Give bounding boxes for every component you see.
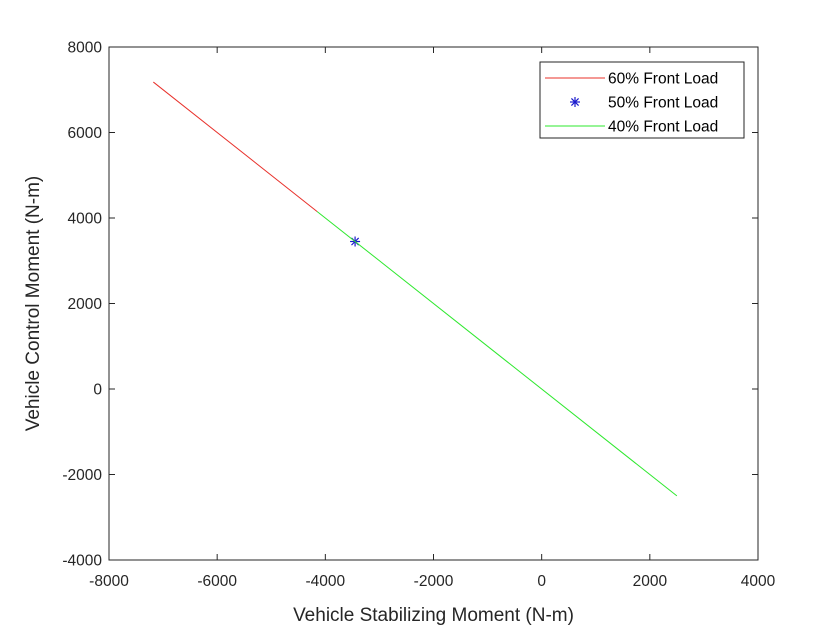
- legend-item-50-front-load: 50% Front Load: [570, 95, 718, 112]
- series-60-front-load-line: [153, 81, 318, 212]
- legend-item-40-front-load: 40% Front Load: [545, 119, 718, 136]
- legend-label: 60% Front Load: [608, 71, 718, 88]
- legend: 60% Front Load 50% Front Load 40% Front Lo…: [539, 61, 745, 139]
- legend-label: 50% Front Load: [608, 95, 718, 112]
- y-tick-label: 0: [93, 382, 102, 399]
- y-axis-label: Vehicle Control Moment (N-m): [23, 176, 44, 432]
- legend-items: 60% Front Load 50% Front Load 40% Front Lo…: [545, 71, 718, 136]
- x-tick-label: 4000: [741, 573, 776, 590]
- y-tick-label: 8000: [68, 40, 103, 57]
- legend-item-60-front-load: 60% Front Load: [545, 71, 718, 88]
- series-layer: [153, 81, 678, 497]
- x-tick-label: -2000: [414, 573, 454, 590]
- y-axis-ticks: -4000 -2000 0 2000 4000 6000 8000: [62, 40, 758, 570]
- y-tick-label: 4000: [68, 211, 103, 228]
- legend-label: 40% Front Load: [608, 119, 718, 136]
- y-tick-label: 2000: [68, 296, 103, 313]
- x-axis-ticks: -8000 -6000 -4000 -2000 0 2000 4000: [89, 47, 776, 590]
- legend-marker-swatch: [570, 97, 580, 107]
- x-tick-label: -4000: [306, 573, 346, 590]
- x-tick-label: -6000: [197, 573, 237, 590]
- y-tick-label: 6000: [68, 125, 103, 142]
- y-tick-label: -2000: [62, 467, 102, 484]
- x-tick-label: 0: [537, 573, 546, 590]
- y-tick-label: -4000: [62, 553, 102, 570]
- legend-box: [539, 61, 745, 139]
- series-40-front-load-line: [316, 211, 678, 497]
- x-axis-label: Vehicle Stabilizing Moment (N-m): [293, 605, 574, 626]
- x-tick-label: -8000: [89, 573, 129, 590]
- x-tick-label: 2000: [633, 573, 668, 590]
